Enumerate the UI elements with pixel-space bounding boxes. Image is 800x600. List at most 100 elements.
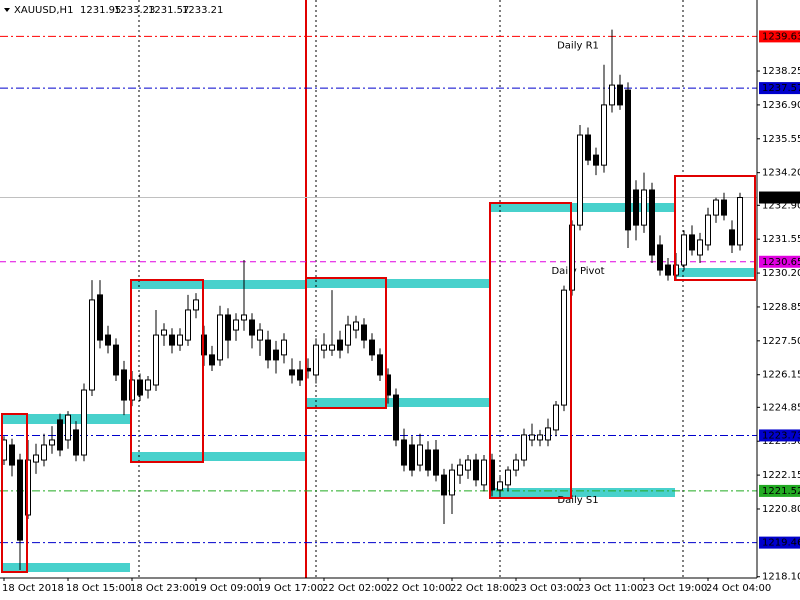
zone [2,563,130,572]
up-candle [281,339,287,356]
up-candle [681,234,687,266]
open-price: 1231.95 [80,5,121,16]
box [1,413,28,573]
zone [306,279,490,288]
down-candle [409,444,415,471]
up-candle [145,379,151,391]
down-candle [289,369,295,376]
price-tags: 1239.63 1237.57 1233.21 1230.65 1223.73 1221.… [759,30,800,549]
price-tag [759,30,800,43]
price-tag-label: 1237.57 [762,83,800,94]
x-tick-label: 18 Oct 15:00 [66,583,131,594]
up-candle [241,314,247,321]
up-candle [329,344,335,351]
down-candle [273,349,279,361]
x-tick-label: 23 Oct 11:00 [578,583,643,594]
down-candle [361,324,367,341]
y-tick-label: 1218.10 [762,572,800,583]
up-candle [737,197,743,246]
up-candle [65,414,71,441]
down-candle [297,369,303,381]
up-candle [713,199,719,216]
box [674,175,756,281]
x-tick-label: 22 Oct 10:00 [386,583,451,594]
close-price: 1233.21 [182,5,223,16]
price-tag [759,82,800,95]
down-candle [649,189,655,256]
up-candle [601,104,607,166]
y-tick-label: 1224.85 [762,402,800,413]
y-tick-label: 1232.90 [762,200,800,211]
level-label: Daily R1 [557,40,599,51]
down-candle [729,229,735,246]
down-candle [441,474,447,496]
up-candle [193,299,199,311]
y-tick-label: 1236.90 [762,100,800,111]
x-tick-label: 22 Oct 02:00 [322,583,387,594]
price-tag-label: 1221.52 [762,486,800,497]
down-candle [689,234,695,251]
y-tick-label: 1220.80 [762,504,800,515]
x-tick-label: 18 Oct 23:00 [130,583,195,594]
low-price: 1231.57 [148,5,189,16]
y-tick-label: 1234.20 [762,168,800,179]
down-candle [209,354,215,366]
up-candle [561,289,567,406]
up-candle [697,239,703,256]
zone [131,280,306,289]
zone [675,268,755,277]
up-candle [537,434,543,441]
up-candle [521,434,527,461]
up-candle [449,469,455,496]
down-candle [473,459,479,481]
menu-arrow[interactable] [4,8,10,12]
symbol: XAUUSD,H1 [14,5,73,16]
boxes [1,175,756,573]
up-candle [177,334,183,346]
price-tag-label: 1219.46 [762,538,800,549]
zone [131,452,306,461]
up-candle [609,84,615,106]
x-tick-label: 22 Oct 18:00 [450,583,515,594]
down-candle [137,379,143,396]
up-candle [233,319,239,331]
price-tag [759,429,800,442]
down-candle [113,344,119,376]
down-candle [97,294,103,341]
down-candle [585,134,591,161]
candles [1,29,743,570]
x-tick-label: 23 Oct 03:00 [514,583,579,594]
up-candle [41,444,47,461]
y-tick-label: 1230.20 [762,268,800,279]
up-candle [465,459,471,471]
zone [490,488,675,497]
up-candle [353,321,359,331]
price-tag-label: 1230.65 [762,257,800,268]
up-candle [33,454,39,463]
down-candle [401,439,407,466]
axis-labels: 1238.25 1236.90 1235.55 1234.20 1232.90 1231.… [2,66,800,594]
y-tick-label: 1228.85 [762,302,800,313]
down-candle [73,429,79,456]
down-candle [377,354,383,376]
down-candle [57,419,63,451]
level-label: Daily S1 [557,495,598,506]
down-candle [593,154,599,166]
price-tag [759,255,800,268]
down-candle [633,189,639,226]
y-tick-label: 1235.55 [762,134,800,145]
up-candle [161,329,167,336]
up-candle [257,329,263,341]
down-candle [9,444,15,466]
x-tick-label: 19 Oct 17:00 [258,583,323,594]
down-candle [657,244,663,271]
down-candle [337,339,343,351]
price-tag-label: 1239.63 [762,31,800,42]
up-candle [417,444,423,466]
down-candle [17,459,23,541]
up-candle [481,459,487,486]
down-candle [121,369,127,401]
down-candle [105,334,111,346]
down-candle [169,334,175,346]
